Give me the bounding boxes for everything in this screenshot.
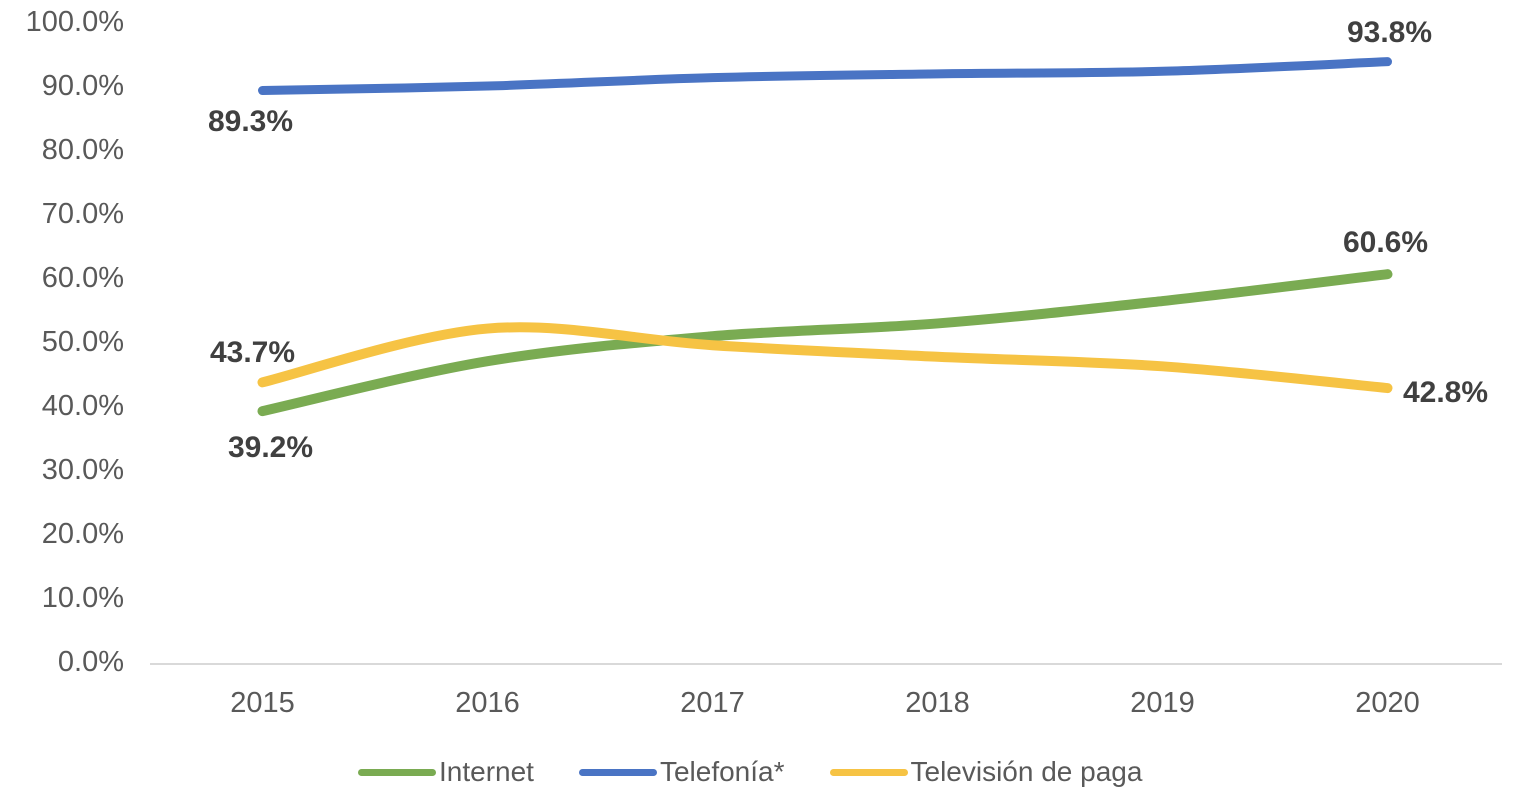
data-label-telefon-a-first: 89.3%	[207, 105, 294, 139]
x-axis-label: 2015	[230, 687, 295, 719]
y-axis-label: 0.0%	[57, 646, 124, 678]
y-axis-label: 50.0%	[41, 326, 124, 358]
y-axis-label: 70.0%	[41, 198, 124, 230]
y-axis-label: 10.0%	[41, 582, 124, 614]
series-line-internet	[257, 269, 1393, 417]
x-axis-label: 2020	[1355, 687, 1420, 719]
data-label-internet-first: 39.2%	[227, 431, 314, 465]
y-axis-label: 20.0%	[41, 518, 124, 550]
x-axis-label: 2016	[455, 687, 520, 719]
series-line-telefon-a	[258, 57, 1392, 95]
data-label-internet-last: 60.6%	[1342, 226, 1429, 260]
y-axis-label: 40.0%	[41, 390, 124, 422]
legend-label-telefon-a: Telefonía*	[659, 756, 785, 787]
legend-line-swatch-internet	[358, 768, 436, 776]
y-axis-label: 60.0%	[41, 262, 124, 294]
legend-label-televisi-n-de-paga: Televisión de paga	[910, 756, 1143, 787]
data-label-televisi-n-de-paga-last: 42.8%	[1402, 376, 1489, 410]
legend-line-swatch-televisi-n-de-paga	[829, 768, 908, 776]
y-axis-label: 80.0%	[41, 134, 124, 166]
legend-item-internet: Internet	[358, 756, 534, 788]
y-axis-label: 30.0%	[41, 454, 124, 486]
legend: Internet Telefonía* Televisión de paga	[358, 756, 1142, 788]
x-axis-label: 2018	[905, 687, 970, 719]
legend-item-telefon-a: Telefonía*	[578, 756, 785, 788]
legend-item-televisi-n-de-paga: Televisión de paga	[829, 756, 1143, 788]
series-line-televisi-n-de-paga	[257, 322, 1393, 394]
x-axis-label: 2017	[680, 687, 745, 719]
legend-label-internet: Internet	[439, 756, 534, 787]
data-label-telefon-a-last: 93.8%	[1346, 15, 1433, 49]
legend-line-swatch-telefon-a	[578, 768, 657, 776]
y-axis-label: 100.0%	[25, 6, 124, 38]
x-axis-label: 2019	[1130, 687, 1195, 719]
data-label-televisi-n-de-paga-first: 43.7%	[209, 336, 296, 370]
y-axis-label: 90.0%	[41, 70, 124, 102]
